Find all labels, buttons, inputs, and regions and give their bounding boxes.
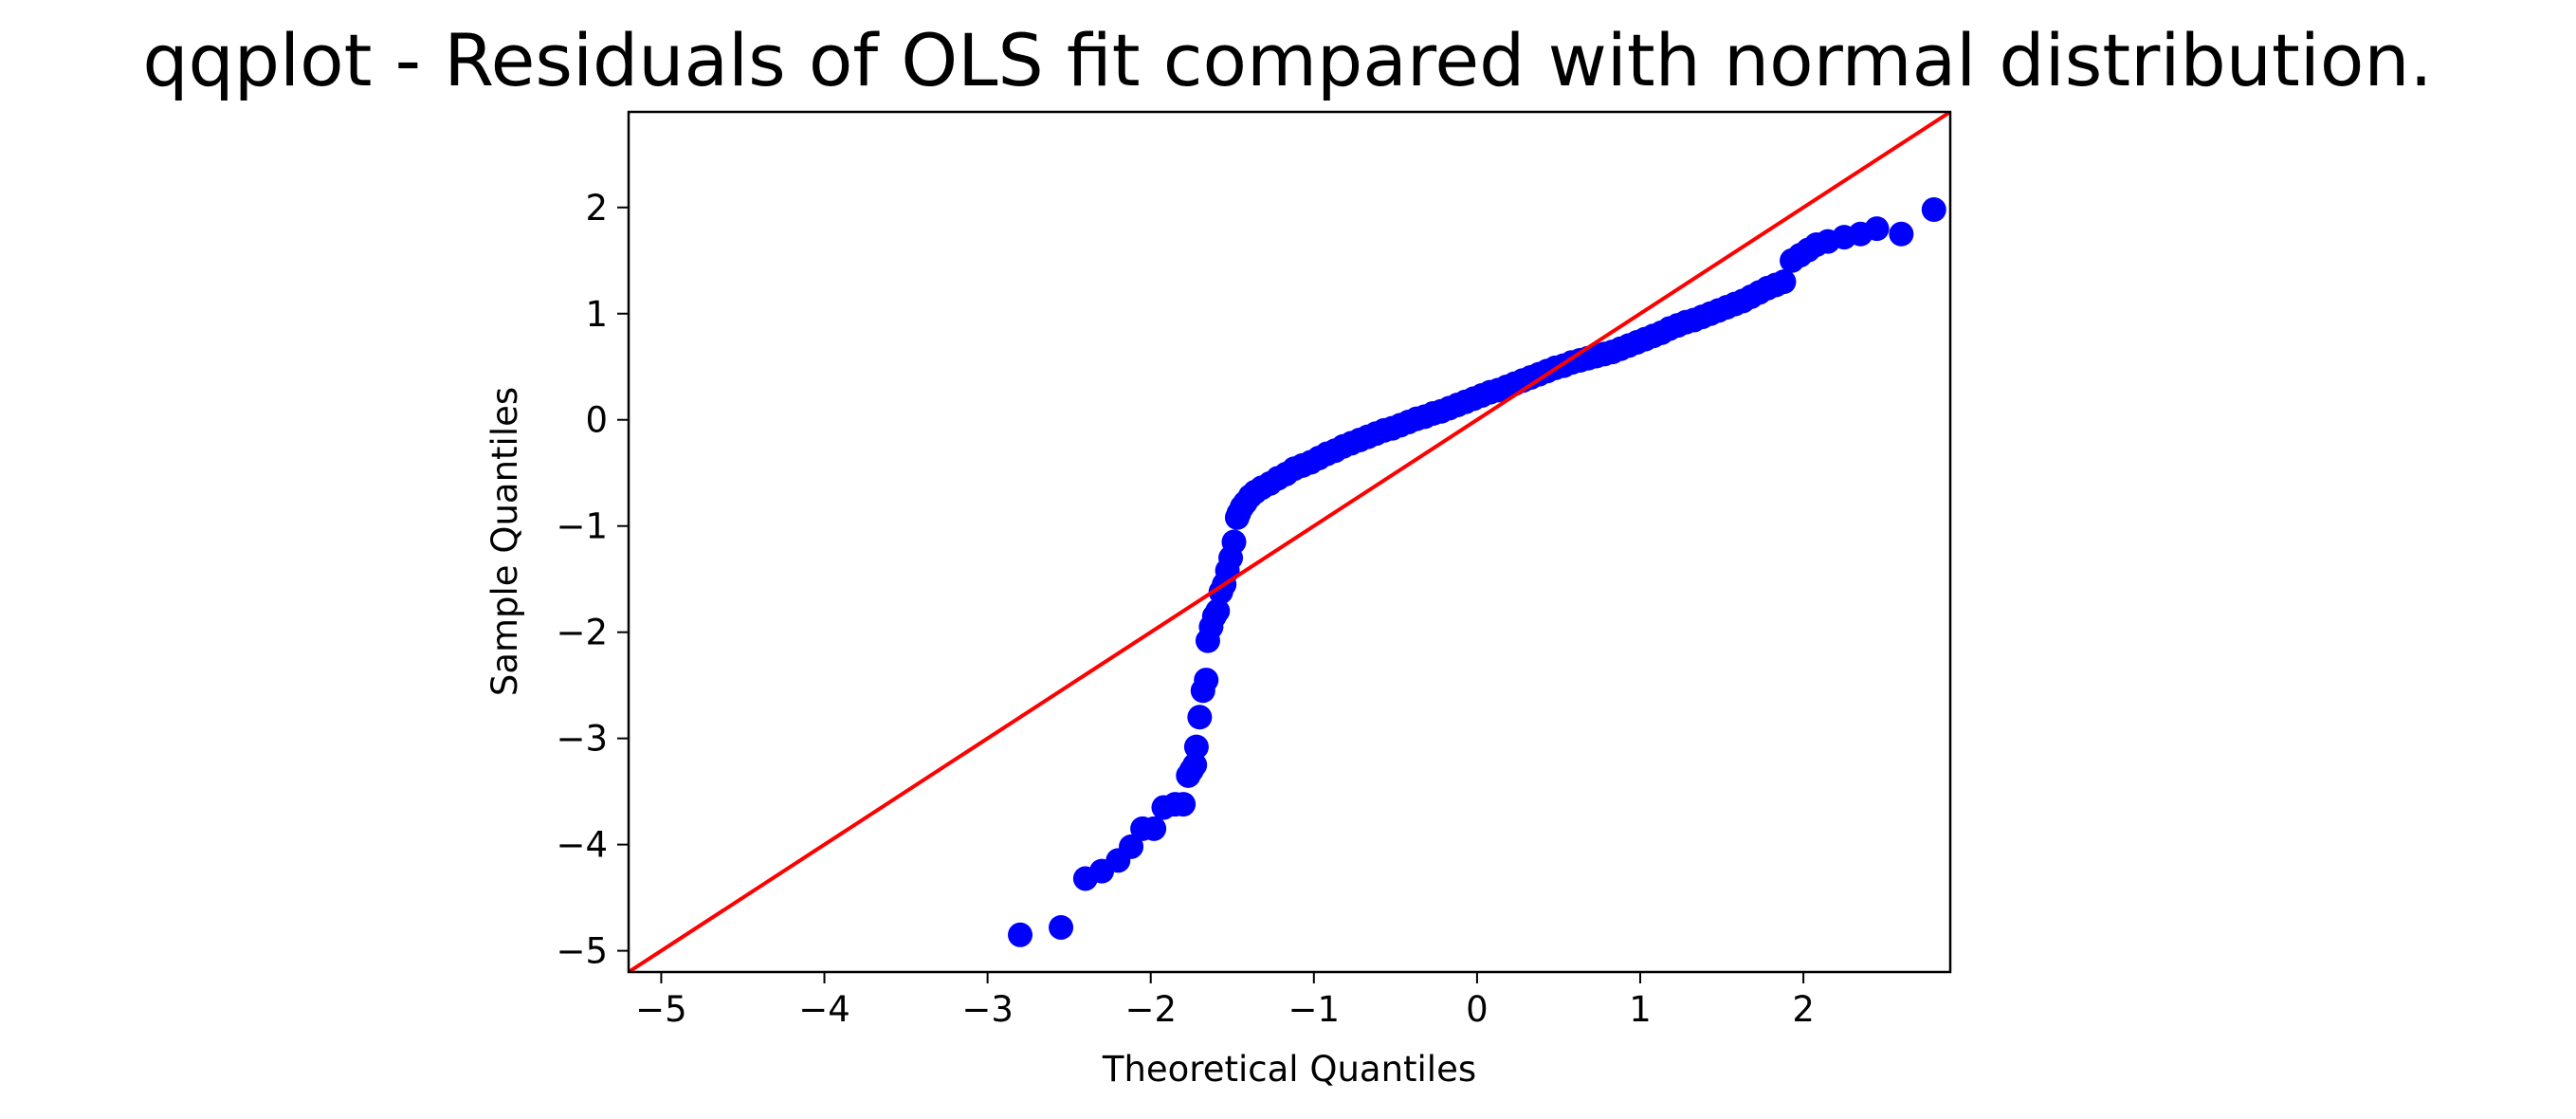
data-point (1049, 914, 1074, 940)
data-point (1771, 269, 1797, 295)
x-axis-ticks: −5 −4 −3 −2 −1 0 1 2 (635, 972, 1815, 1030)
x-tick-label: 1 (1629, 989, 1652, 1030)
data-point (1008, 922, 1033, 947)
data-point (1171, 792, 1197, 817)
y-tick-label: −3 (556, 719, 608, 760)
x-tick-label: −1 (1288, 989, 1341, 1030)
y-tick-label: −4 (556, 825, 608, 866)
y-tick-label: 0 (585, 400, 608, 441)
data-point (1221, 529, 1247, 555)
reference-line-layer (629, 112, 1950, 972)
y-tick-label: −5 (556, 931, 608, 972)
data-points (1008, 197, 1946, 947)
data-point (1182, 752, 1208, 778)
plot-frame (627, 110, 1952, 974)
x-tick-label: −3 (961, 989, 1014, 1030)
data-point (1864, 216, 1890, 242)
x-tick-label: −2 (1124, 989, 1177, 1030)
data-point (1194, 668, 1219, 693)
data-point (1205, 598, 1231, 624)
chart-title: qqplot - Residuals of OLS fit compared w… (142, 18, 2432, 102)
x-axis-label: Theoretical Quantiles (1102, 1049, 1476, 1090)
reference-line (629, 112, 1950, 972)
data-point (1187, 705, 1213, 730)
data-point (1119, 834, 1144, 859)
x-tick-label: −4 (798, 989, 850, 1030)
data-point (1921, 197, 1946, 223)
y-tick-label: −1 (556, 506, 608, 547)
data-point (1142, 816, 1167, 841)
y-tick-label: 1 (585, 294, 608, 335)
x-tick-label: 0 (1466, 989, 1489, 1030)
data-point (1889, 221, 1914, 247)
y-tick-label: 2 (585, 188, 608, 229)
y-axis-ticks: −5 −4 −3 −2 −1 0 1 2 (556, 188, 629, 972)
x-tick-label: 2 (1792, 989, 1815, 1030)
y-tick-label: −2 (556, 613, 608, 653)
x-tick-label: −5 (635, 989, 687, 1030)
y-axis-label: Sample Quantiles (484, 387, 525, 696)
data-point (1183, 734, 1209, 760)
